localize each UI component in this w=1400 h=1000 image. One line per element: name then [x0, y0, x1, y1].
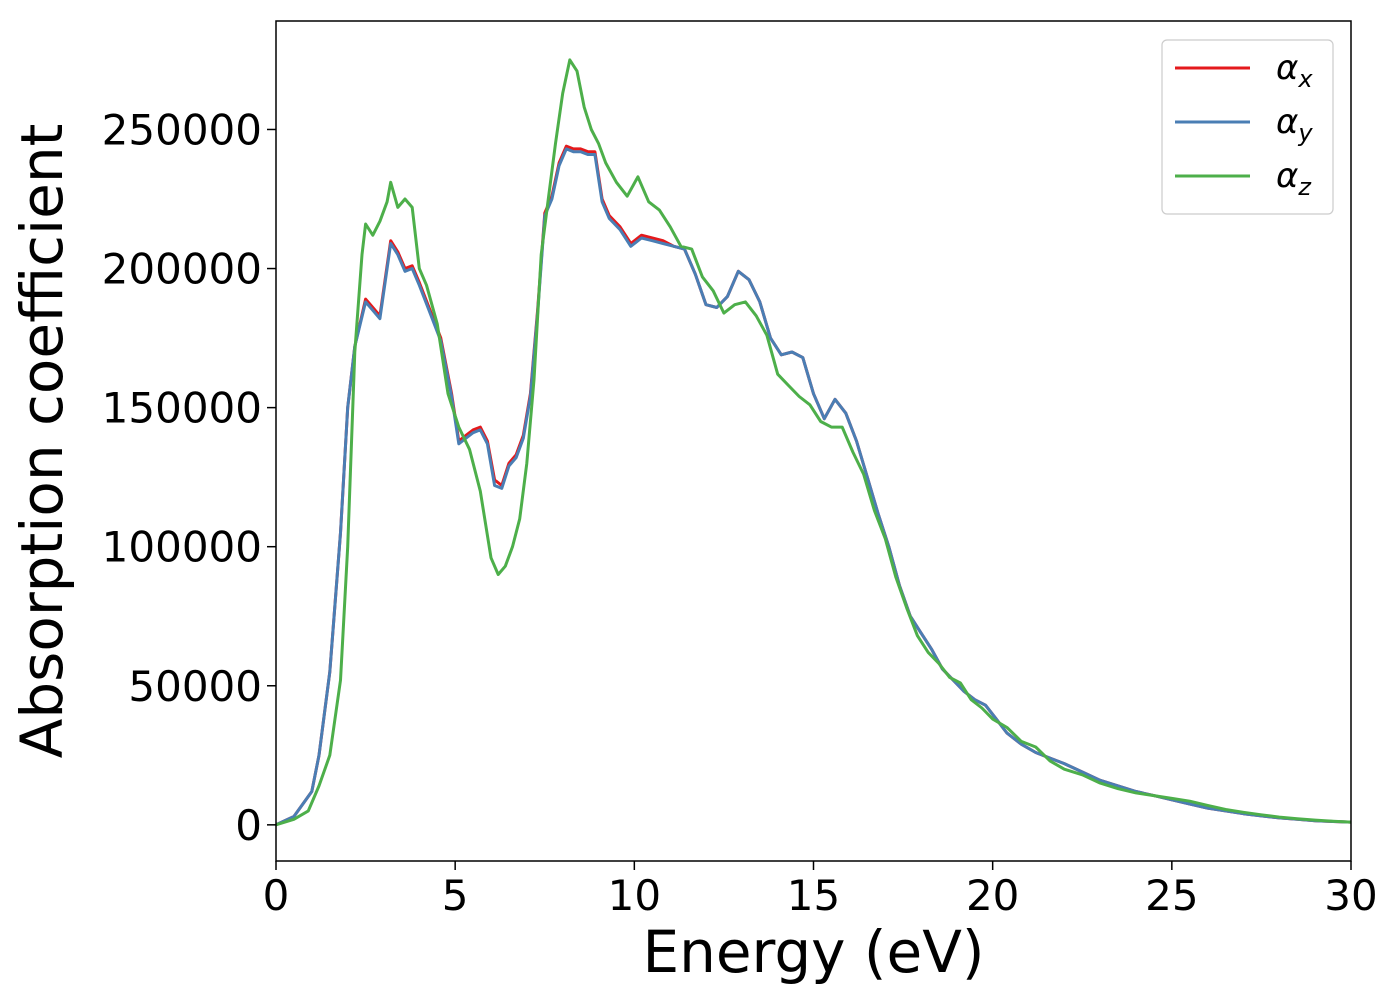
series-line-y [276, 147, 1351, 827]
x-axis-label: Energy (eV) [642, 918, 984, 986]
x-tick-label: 5 [442, 871, 469, 920]
y-tick-label: 100000 [102, 523, 262, 572]
series-line-z [276, 58, 1351, 827]
x-tick-label: 30 [1324, 871, 1377, 920]
y-tick-label: 150000 [102, 384, 262, 433]
x-tick-label: 20 [966, 871, 1019, 920]
y-axis-ticks: 0 50000 100000 150000 200000 250000 [102, 105, 276, 850]
x-tick-label: 15 [787, 871, 840, 920]
y-tick-label: 0 [235, 801, 262, 850]
series-line-x [276, 144, 1351, 827]
series-layer [276, 58, 1351, 827]
x-axis-ticks: 0 5 10 15 20 25 30 [263, 861, 1378, 920]
legend-box [1161, 39, 1334, 215]
x-tick-label: 10 [608, 871, 661, 920]
y-tick-label: 250000 [102, 105, 262, 154]
y-axis-label: Absorption coefficient [8, 124, 76, 759]
y-tick-label: 50000 [128, 662, 262, 711]
y-tick-label: 200000 [102, 245, 262, 294]
x-tick-label: 0 [263, 871, 290, 920]
x-tick-label: 25 [1145, 871, 1198, 920]
